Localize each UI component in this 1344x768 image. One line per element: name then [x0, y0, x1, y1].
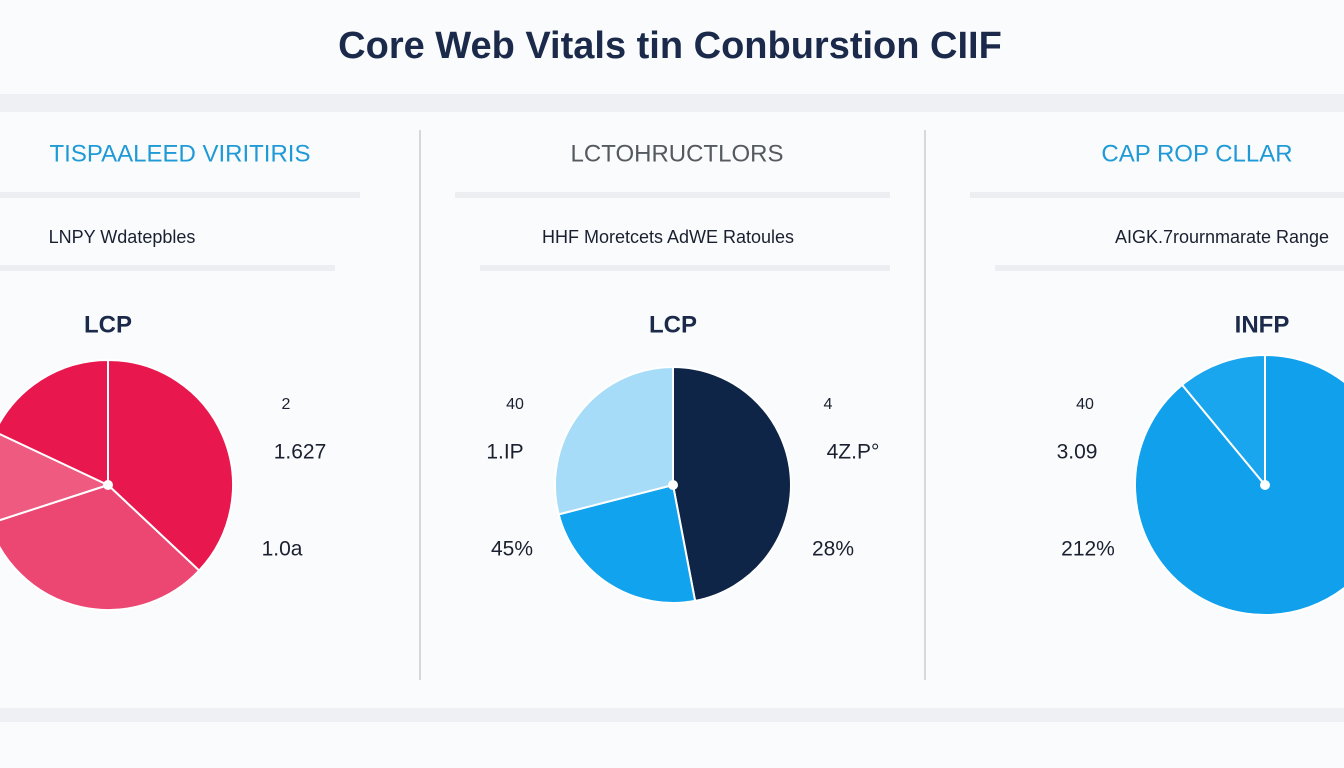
header-band [0, 94, 1344, 112]
chart-title: LCP [84, 311, 132, 338]
annotation: 3.09 [1057, 441, 1098, 464]
pie-slice [672, 365, 792, 603]
annotation: 1.627 [274, 441, 327, 464]
rule [0, 192, 360, 198]
annotation: 28% [812, 538, 854, 561]
pie-slice [1180, 353, 1266, 488]
pie-center [103, 480, 113, 490]
annotation: 40 [1076, 396, 1094, 413]
rule [970, 192, 1344, 198]
page-title: Core Web Vitals tin Conburstion CIIF [338, 25, 1002, 67]
panel-subtitle: AIGK.7rournmarate Range [1115, 227, 1329, 247]
chart-title: LCP [649, 311, 697, 338]
pie-slice [0, 483, 201, 611]
panel-title: LCTOHRUCTLORS [571, 140, 784, 167]
annotation: 45% [491, 538, 533, 561]
panel-title: CAP ROP CLLAR [1101, 140, 1292, 167]
rule [0, 265, 335, 271]
pie-center [668, 480, 678, 490]
panel-subtitle: LNPY Wdatepbles [49, 227, 196, 247]
annotation: 4Z.P° [827, 441, 880, 464]
annotation: 1.0a [262, 538, 303, 561]
annotation: 1.IP [486, 441, 523, 464]
footer-band [0, 708, 1344, 722]
pie-slice [1133, 353, 1344, 616]
panel-subtitle: HHF Moretcets AdWE Ratoules [542, 227, 794, 247]
annotation: 4 [824, 396, 833, 413]
panel-title: TISPAALEED VIRITIRIS [50, 140, 311, 167]
rule [995, 265, 1344, 271]
pie-slice [554, 365, 674, 516]
pie-slice [0, 358, 109, 487]
chart-title: INFP [1235, 311, 1290, 338]
rule [480, 265, 890, 271]
annotation: 212% [1061, 538, 1115, 561]
pie-slice [0, 433, 111, 522]
pie-center [1260, 480, 1270, 490]
rule [455, 192, 890, 198]
pie-slice [557, 483, 697, 604]
annotation: 2 [282, 396, 291, 413]
annotation: 40 [506, 396, 524, 413]
pie-slice [107, 358, 234, 572]
